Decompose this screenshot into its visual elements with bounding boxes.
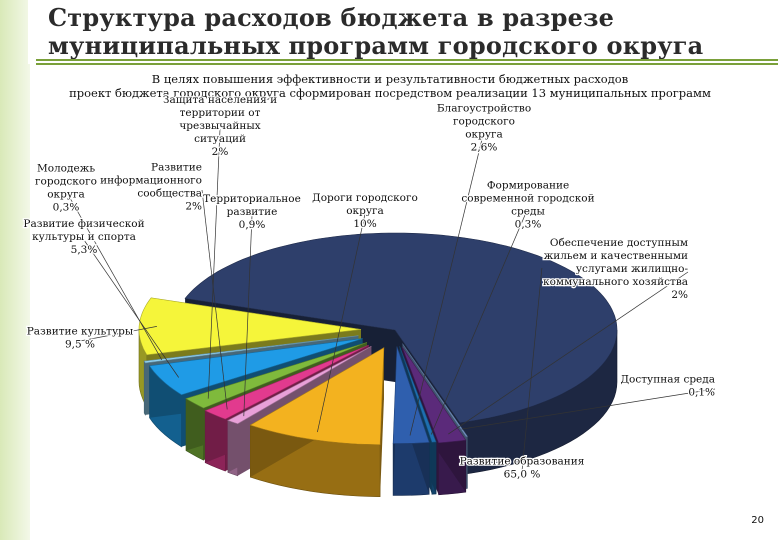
pie-labels: Развитие образования 65,0 % Доступная сред… — [22, 93, 716, 482]
pie-slice-label: Доступная среда 0,1% — [621, 374, 716, 399]
page-title: Структура расходов бюджета в разрезе мун… — [48, 4, 748, 60]
subtitle-line-2: проект бюджета городского округа сформир… — [69, 86, 711, 100]
pie-leaders — [65, 128, 716, 472]
pie-slice-label: Развитие образования 65,0 % — [460, 456, 585, 481]
pie-slice-label: Благоустройство городского округа 2,6% — [437, 103, 531, 154]
subtitle: В целях повышения эффективности и резуль… — [40, 72, 740, 100]
pie-leader-line — [409, 130, 485, 436]
pie-slice-11 — [138, 297, 362, 356]
pie-tops — [138, 232, 618, 446]
pie-leader-line — [201, 189, 228, 410]
pie-slice-5 — [249, 347, 385, 446]
pie-leader-line — [461, 388, 716, 430]
pie-slice-label: Молодежь городского округа 0,3% — [35, 163, 97, 214]
pie-leader-line — [317, 213, 366, 433]
pie-slice-2 — [401, 346, 467, 444]
pie-slice-7 — [204, 344, 369, 420]
slide-decor-bar — [0, 0, 30, 540]
pie-leader-line — [521, 267, 543, 472]
pie-slice-0 — [184, 232, 618, 424]
pie-slice-6 — [227, 346, 372, 425]
pie-slice-label: Защита населения и территории от чрезвычай… — [163, 94, 277, 158]
title-divider — [36, 59, 778, 61]
header-panel — [28, 0, 780, 64]
pie-slice-1 — [402, 343, 468, 437]
subtitle-line-1: В целях повышения эффективности и резуль… — [151, 72, 629, 86]
title-divider-secondary — [36, 63, 778, 65]
page-number: 20 — [751, 515, 764, 526]
page-title-line-2: муниципальных программ городского округа — [48, 31, 704, 60]
pie-slice-label: Развитие культуры 9,5 % — [27, 326, 134, 351]
pie-leader-line — [207, 128, 221, 399]
pie-leader-line — [83, 239, 179, 378]
pie-slice-8 — [185, 342, 368, 409]
pie-slice-10 — [143, 335, 359, 364]
pie-slice-3 — [399, 346, 437, 443]
pie-slice-label: Формирование современной городской среды 0,… — [461, 180, 594, 231]
pie-leader-line — [430, 207, 529, 435]
pie-leader-line — [448, 271, 689, 435]
pie-leader-line — [65, 190, 163, 361]
pie-leader-line — [243, 214, 253, 417]
pie-slice-label: Развитие физической культуры и спорта 5,3% — [23, 218, 144, 256]
pie-slice-9 — [148, 338, 363, 396]
pie-slice-label: Дороги городского округа 10% — [312, 192, 418, 230]
pie-leader-line — [79, 326, 157, 342]
page-title-line-1: Структура расходов бюджета в разрезе — [48, 3, 615, 32]
pie-slice-label: Обеспечение доступным жильем и качественн… — [543, 237, 688, 301]
pie-slice-4 — [392, 346, 430, 444]
pie-slice-label: Развитие информационного сообщества 2% — [100, 162, 202, 213]
pie-slice-label: Территориальное развитие 0,9% — [203, 193, 301, 231]
